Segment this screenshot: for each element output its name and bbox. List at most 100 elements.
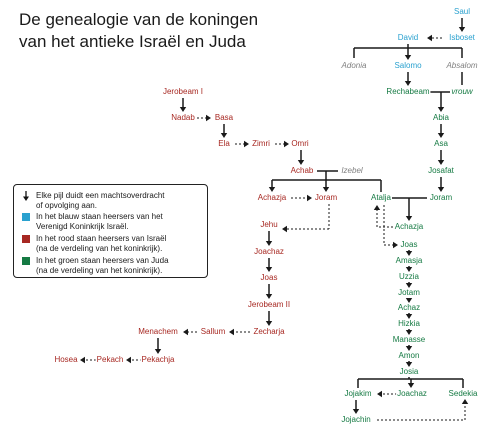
king-omri: Omri — [290, 139, 310, 149]
king-jerobeam-2: Jerobeam II — [246, 300, 292, 310]
arrow-pekachja-pekach-head — [126, 356, 131, 364]
down-arrow-icon — [23, 191, 29, 201]
king-basa: Basa — [213, 113, 235, 123]
arrow-joas-amasja-head — [405, 251, 413, 256]
arrow-nadab-basa-head — [206, 114, 211, 122]
king-jerobeam-1: Jerobeam I — [161, 87, 205, 97]
king-jehu: Jehu — [259, 220, 279, 230]
arrow-joachaz-jojakim-head — [377, 390, 382, 398]
king-abia: Abia — [431, 113, 451, 123]
arrow-joas-jerobeam-head — [265, 294, 273, 299]
legend-green-item: In het groen staan heersers van Juda (na… — [22, 256, 169, 275]
arrow-achab-achazja-head — [268, 187, 276, 192]
arrow-jotam-achaz-head — [405, 298, 413, 303]
legend-red-item: In het rood staan heersers van Israël (n… — [22, 234, 166, 253]
king-josafat: Josafat — [427, 166, 455, 176]
king-hizkia: Hizkia — [397, 319, 421, 329]
person-absalom: Absalom — [445, 61, 479, 71]
arrow-asa-josafat-head — [437, 160, 445, 165]
arrow-atalja-joas-head — [393, 241, 398, 249]
king-jotam: Jotam — [397, 288, 421, 298]
arrow-joram-jehu-head — [282, 225, 287, 233]
arrow-zimri-omri-head — [284, 140, 289, 148]
blue-swatch — [22, 213, 30, 221]
legend-green-text-2: (na de verdeling van het koninkrijk). — [36, 265, 163, 275]
king-achazja-israel: Achazja — [256, 193, 288, 203]
arrow-josafat-joram-head — [437, 187, 445, 192]
red-swatch — [22, 235, 30, 243]
king-salomo: Salomo — [393, 61, 423, 71]
arrow-achab-joram-head — [322, 187, 330, 192]
legend-green-text-1: In het groen staan heersers van Juda — [36, 256, 169, 265]
king-sedekia: Sedekia — [447, 389, 479, 399]
king-sallum: Sallum — [199, 327, 227, 337]
arrow-joram-achazja-head — [405, 216, 413, 221]
legend-arrow-item: Elke pijl duidt een machtsoverdracht of … — [22, 191, 165, 210]
king-joram-juda: Joram — [428, 193, 454, 203]
king-joachaz-israel: Joachaz — [253, 247, 285, 257]
legend-red-text-2: (na de verdeling van het koninkrijk). — [36, 243, 163, 253]
king-jojachin: Jojachin — [340, 415, 372, 425]
king-amasja: Amasja — [394, 256, 424, 266]
king-uzzia: Uzzia — [397, 272, 421, 282]
king-joram-israel: Joram — [313, 193, 339, 203]
king-joas-juda: Joas — [399, 240, 419, 250]
king-joachaz-juda: Joachaz — [396, 389, 428, 399]
queen-atalja: Atalja — [369, 193, 393, 203]
arrow-saul-isboset-head — [458, 27, 466, 32]
arrow-amasja-uzzia-head — [405, 267, 413, 272]
arrow-achaz-hizkia-head — [405, 314, 413, 319]
legend-arrow-text-2: of opvolging aan. — [36, 200, 97, 210]
arrow-menachem-pekachja-head — [154, 349, 162, 354]
king-amon: Amon — [397, 351, 421, 361]
arrow-joachaz-joas-head — [265, 267, 273, 272]
king-rechabeam: Rechabeam — [385, 87, 431, 97]
arrow-omri-achab-head — [297, 160, 305, 165]
arrow-jerobeam-zecharja-head — [265, 321, 273, 326]
king-josia: Josia — [398, 367, 420, 377]
title-line-2: van het antieke Israël en Juda — [19, 32, 246, 51]
king-ela: Ela — [217, 139, 231, 149]
arrow-uzzia-jotam-head — [405, 283, 413, 288]
arrow-jerobeam-nadab-head — [179, 107, 187, 112]
king-achaz: Achaz — [396, 303, 422, 313]
king-david: David — [396, 33, 420, 43]
legend-arrow-text-1: Elke pijl duidt een machtsoverdracht — [36, 191, 165, 200]
legend-red-text-1: In het rood staan heersers van Israël — [36, 234, 167, 243]
arrow-josia-joachaz-head — [407, 383, 415, 388]
arrow-jehu-joachaz-head — [265, 241, 273, 246]
king-zimri: Zimri — [251, 139, 271, 149]
king-jojakim: Jojakim — [343, 389, 373, 399]
arrow-achazja-joram-head — [307, 194, 312, 202]
title-line-1: De genealogie van de koningen — [19, 10, 259, 29]
arrow-zecharja-sallum-head — [229, 328, 234, 336]
arrow-hizkia-manasse-head — [405, 330, 413, 335]
arrow-amon-josia-head — [405, 362, 413, 367]
king-pekach: Pekach — [95, 355, 125, 365]
king-menachem: Menachem — [137, 327, 179, 337]
arrow-jojachin-sedekia-head — [461, 399, 469, 404]
arrow-abia-asa-head — [437, 133, 445, 138]
king-joas-israel: Joas — [259, 273, 279, 283]
arrow-rechabeam-abia-head — [437, 107, 445, 112]
king-hosea: Hosea — [53, 355, 79, 365]
king-achazja-juda: Achazja — [393, 222, 425, 232]
arrow-jojakim-jojachin-head — [352, 409, 360, 414]
arrow-basa-ela-head — [220, 133, 228, 138]
king-isboset: Isboset — [448, 33, 476, 43]
arrow-ela-zimri-head — [244, 140, 249, 148]
green-swatch — [22, 257, 30, 265]
person-vrouw: vrouw — [450, 87, 474, 97]
person-izebel: Izebel — [340, 166, 364, 176]
king-zecharja: Zecharja — [252, 327, 286, 337]
arrow-isboset-david-head — [427, 34, 432, 42]
arrow-sallum-menachem-head — [183, 328, 188, 336]
legend-blue-item: In het blauw staan heersers van het Vere… — [22, 212, 163, 231]
legend: Elke pijl duidt een machtsoverdracht of … — [13, 184, 208, 278]
king-saul: Saul — [452, 7, 472, 17]
arrow-pekach-hosea-head — [80, 356, 85, 364]
legend-blue-text-1: In het blauw staan heersers van het — [36, 212, 163, 221]
arrow-david-salomo-head — [404, 55, 412, 60]
